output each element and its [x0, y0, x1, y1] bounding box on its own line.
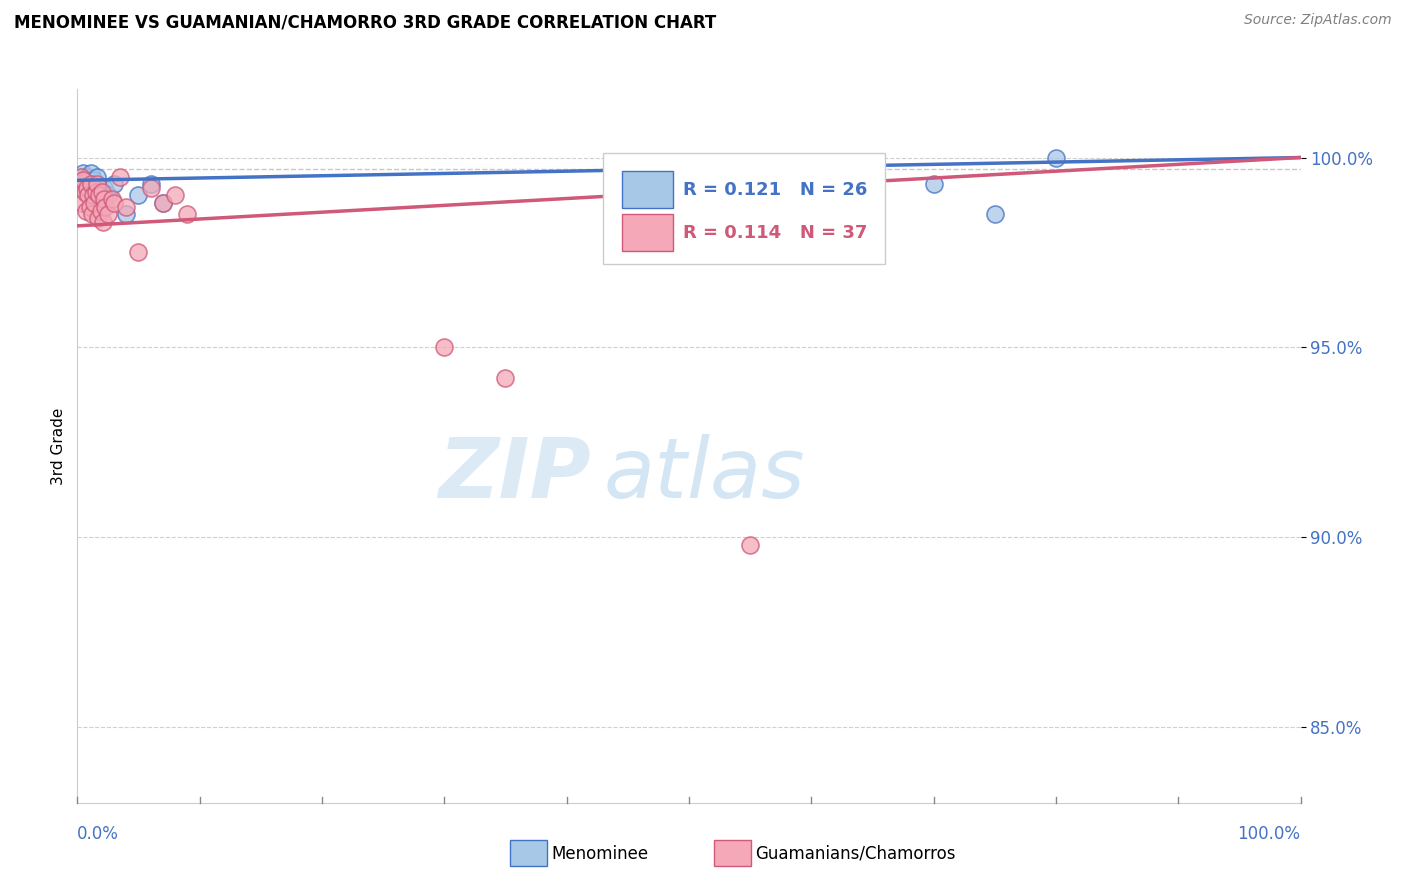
Point	[70, 169, 93, 184]
Point	[82, 177, 104, 191]
Point	[77, 173, 100, 187]
Point	[862, 177, 884, 191]
Point	[73, 185, 96, 199]
Point	[90, 196, 112, 211]
Point	[83, 173, 105, 187]
Point	[495, 370, 517, 384]
Point	[740, 158, 762, 172]
Point	[1045, 151, 1067, 165]
Point	[72, 166, 94, 180]
Point	[103, 196, 125, 211]
Text: Menominee: Menominee	[551, 845, 648, 863]
FancyBboxPatch shape	[621, 214, 673, 252]
Point	[97, 207, 120, 221]
Point	[82, 188, 104, 202]
Point	[84, 185, 107, 199]
Point	[75, 177, 97, 191]
Text: MENOMINEE VS GUAMANIAN/CHAMORRO 3RD GRADE CORRELATION CHART: MENOMINEE VS GUAMANIAN/CHAMORRO 3RD GRAD…	[14, 13, 716, 31]
Point	[433, 340, 456, 354]
Point	[86, 169, 108, 184]
Text: ZIP: ZIP	[439, 434, 591, 515]
Point	[139, 181, 162, 195]
Point	[740, 538, 762, 552]
Point	[127, 245, 149, 260]
Point	[100, 192, 122, 206]
Point	[89, 188, 111, 202]
Point	[79, 181, 101, 195]
Point	[97, 188, 120, 202]
Point	[165, 188, 187, 202]
FancyBboxPatch shape	[603, 153, 884, 264]
Text: R = 0.121   N = 26: R = 0.121 N = 26	[683, 181, 868, 199]
Point	[90, 185, 112, 199]
FancyBboxPatch shape	[621, 171, 673, 209]
Point	[87, 211, 110, 226]
Point	[90, 203, 112, 218]
Point	[152, 196, 174, 211]
Point	[79, 200, 101, 214]
Point	[83, 196, 105, 211]
Point	[76, 181, 98, 195]
Point	[84, 185, 107, 199]
Point	[108, 169, 131, 184]
Point	[93, 181, 115, 195]
Point	[80, 177, 103, 191]
Point	[139, 177, 162, 191]
Point	[80, 188, 103, 202]
Point	[94, 200, 117, 214]
Point	[617, 158, 640, 172]
Text: 100.0%: 100.0%	[1237, 825, 1301, 843]
Point	[115, 207, 138, 221]
Text: atlas: atlas	[603, 434, 806, 515]
Point	[103, 177, 125, 191]
Point	[69, 177, 91, 191]
Y-axis label: 3rd Grade: 3rd Grade	[51, 408, 66, 484]
Point	[800, 181, 823, 195]
Point	[984, 207, 1007, 221]
Point	[80, 207, 103, 221]
Point	[70, 169, 93, 184]
Point	[93, 192, 115, 206]
Point	[80, 166, 103, 180]
Point	[75, 203, 97, 218]
Point	[77, 188, 100, 202]
Point	[176, 207, 198, 221]
Point	[152, 196, 174, 211]
Point	[72, 173, 94, 187]
Point	[115, 200, 138, 214]
Point	[76, 169, 98, 184]
Point	[127, 188, 149, 202]
Point	[70, 196, 93, 211]
Point	[86, 177, 108, 191]
Text: Source: ZipAtlas.com: Source: ZipAtlas.com	[1244, 13, 1392, 28]
Text: R = 0.114   N = 37: R = 0.114 N = 37	[683, 224, 868, 242]
Text: 0.0%: 0.0%	[77, 825, 120, 843]
Text: Guamanians/Chamorros: Guamanians/Chamorros	[755, 845, 956, 863]
Point	[89, 188, 111, 202]
Point	[91, 215, 114, 229]
Point	[922, 177, 945, 191]
